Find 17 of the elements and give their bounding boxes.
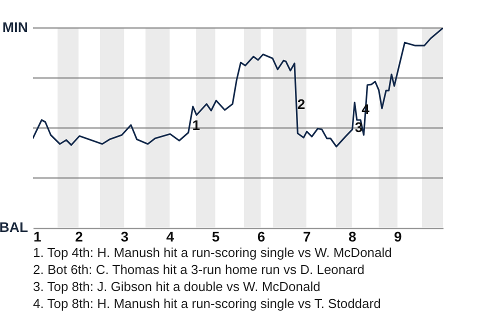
x-tick-label: 7	[302, 228, 311, 244]
x-tick-label: 6	[257, 228, 266, 244]
x-tick-label: 3	[120, 228, 129, 244]
text: BAL	[0, 219, 28, 235]
text: 2. Bot 6th: C. Thomas hit a 3-run home run vs D. Leonard	[33, 261, 366, 278]
annotation: 1	[192, 117, 200, 133]
text: 3. Top 8th: J. Gibson hit a double vs W. McDonald	[33, 278, 322, 295]
text: MIN	[2, 19, 28, 35]
text: 1. Top 4th: H. Manush hit a run-scoring single vs W. McDonald	[33, 244, 392, 261]
x-tick-label: 2	[75, 228, 84, 244]
text: 4. Top 8th: H. Manush hit a run-scoring single vs T. Stoddard	[33, 295, 382, 312]
x-tick-label: 9	[394, 228, 402, 244]
annotation: 2	[297, 96, 306, 112]
x-tick-label: 4	[166, 228, 174, 244]
x-tick-label: 5	[212, 228, 220, 244]
x-tick-label: 8	[348, 228, 356, 244]
x-tick-label: 1	[34, 228, 42, 244]
